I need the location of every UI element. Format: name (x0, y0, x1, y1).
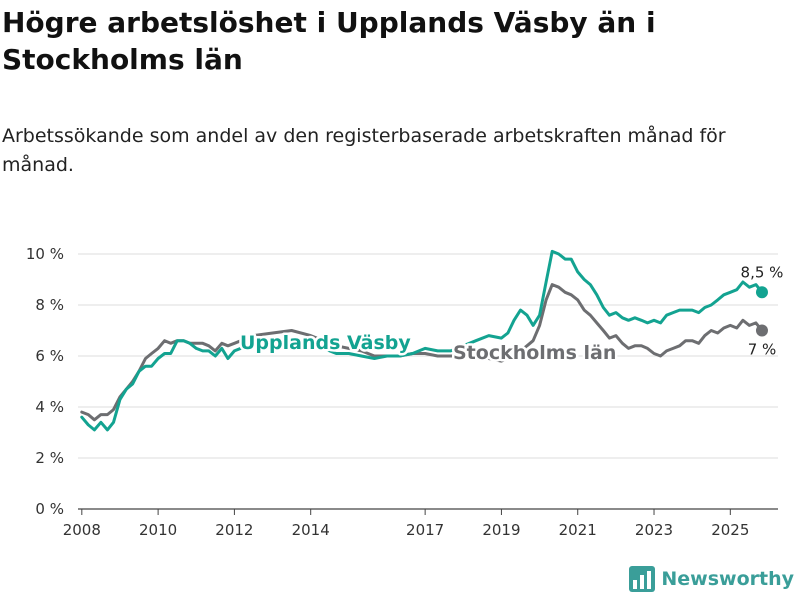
label-layer: 8,5 % 7 % Upplands Väsby Stockholms län (238, 263, 784, 366)
logo-text: Newsworthy (661, 568, 794, 590)
x-tick-label: 2017 (406, 521, 444, 539)
series-line-upplands-vasby (80, 249, 764, 432)
series-line-stockholms-lan (80, 283, 764, 422)
axis-layer: 0 % 2 % 4 % 6 % 8 % 10 % 2008 2010 2012 2014 2017 2… (26, 245, 750, 539)
y-tick-label: 6 % (35, 347, 64, 365)
series-layer (80, 249, 768, 432)
x-tick-label: 2025 (711, 521, 749, 539)
series-label-stockholms-lan: Stockholms län (453, 342, 616, 364)
x-tick-label: 2012 (215, 521, 253, 539)
x-tick-label: 2019 (482, 521, 520, 539)
y-tick-label: 8 % (35, 296, 64, 314)
y-tick-label: 0 % (35, 500, 64, 518)
x-tick-label: 2021 (559, 521, 597, 539)
y-tick-label: 10 % (26, 245, 64, 263)
x-tick-label: 2014 (292, 521, 330, 539)
y-tick-label: 2 % (35, 449, 64, 467)
y-tick-label: 4 % (35, 398, 64, 416)
chart-subtitle: Arbetssökande som andel av den registerb… (2, 125, 726, 176)
chart-title: Högre arbetslöshet i Upplands Väsby än i… (2, 6, 656, 76)
x-tick-label: 2008 (63, 521, 101, 539)
newsworthy-logo: Newsworthy (629, 566, 794, 592)
grid-layer (78, 253, 778, 510)
end-marker-upplands-vasby (755, 286, 768, 299)
series-label-upplands-vasby: Upplands Väsby (240, 332, 411, 354)
end-value-label-upplands-vasby: 8,5 % (741, 263, 784, 281)
x-tick-label: 2023 (635, 521, 673, 539)
bar-chart-logo-icon (629, 566, 656, 592)
end-marker-stockholms-lan (755, 324, 768, 337)
end-value-label-stockholms-lan: 7 % (748, 341, 777, 359)
x-tick-label: 2010 (139, 521, 177, 539)
